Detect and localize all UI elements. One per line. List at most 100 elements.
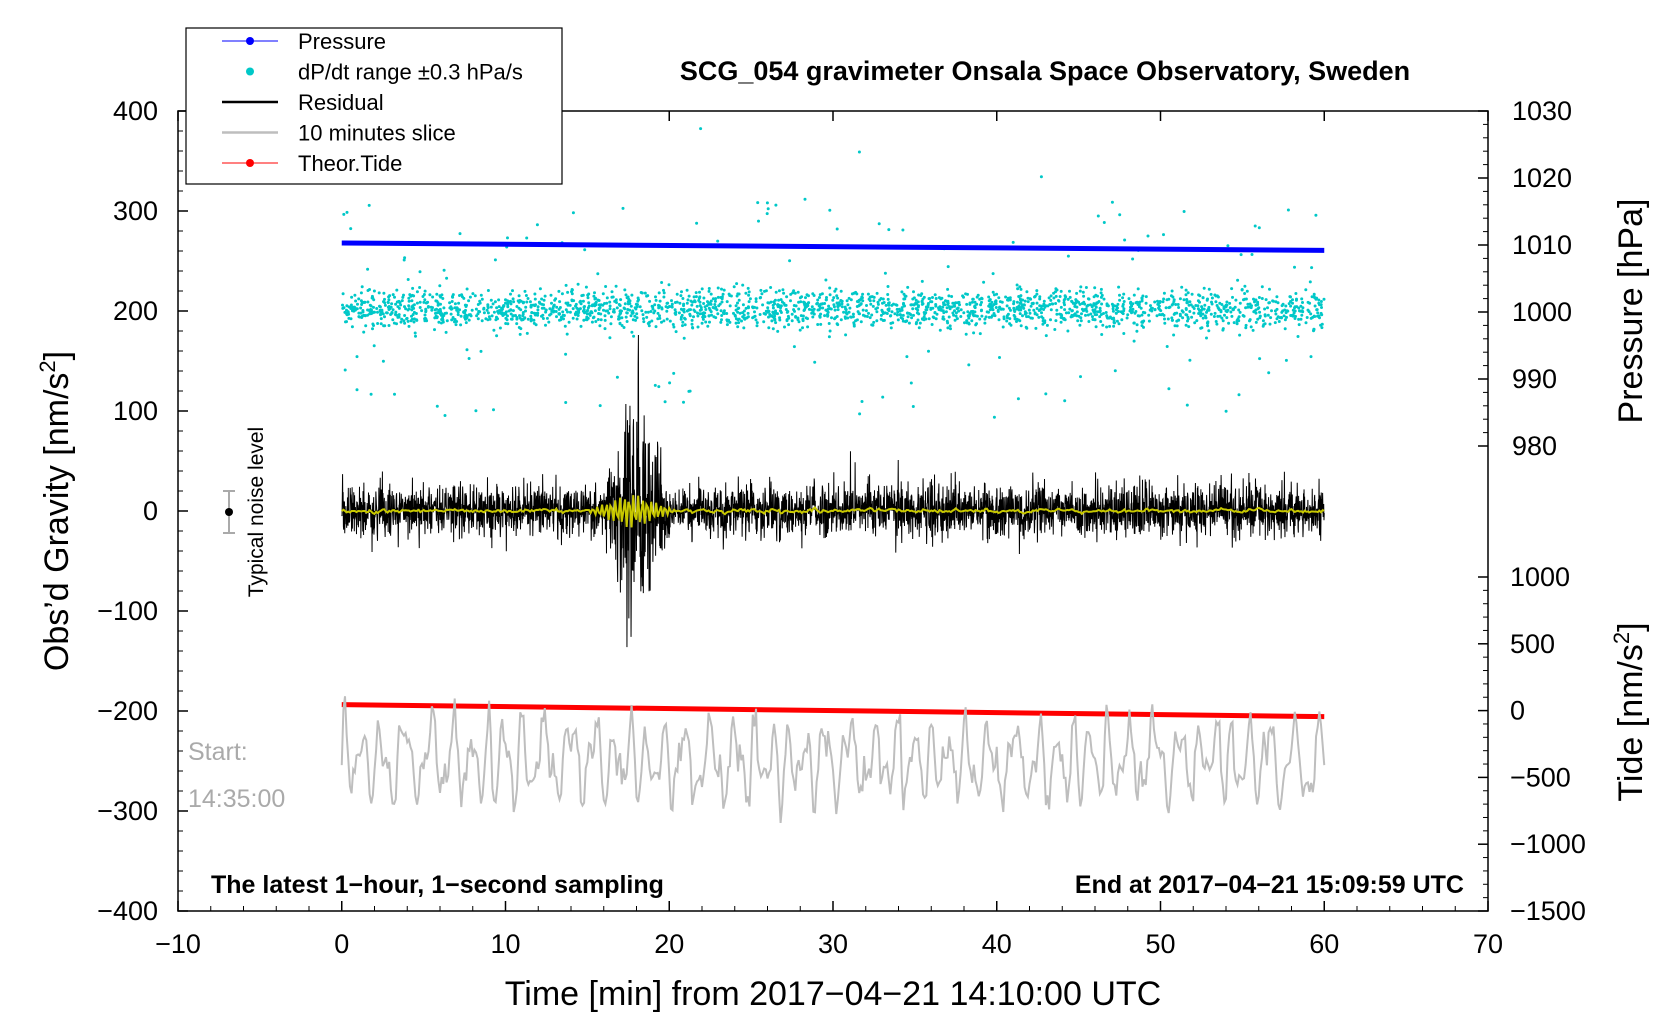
dpdt-point (886, 285, 890, 288)
dpdt-point (1044, 304, 1048, 308)
dpdt-point (1110, 200, 1114, 204)
dpdt-point (1221, 327, 1225, 331)
dpdt-point (1075, 305, 1079, 309)
dpdt-point (413, 331, 417, 335)
dpdt-point (536, 305, 540, 309)
dpdt-point (1122, 292, 1126, 296)
dpdt-point (680, 290, 683, 294)
dpdt-point (548, 313, 552, 317)
dpdt-point (418, 306, 422, 309)
dpdt-point (1299, 309, 1303, 313)
dpdt-point (755, 306, 759, 310)
dpdt-point (517, 306, 521, 310)
dpdt-point (423, 289, 427, 293)
dpdt-point (917, 312, 921, 316)
dpdt-point (1130, 311, 1133, 315)
dpdt-point (910, 316, 914, 320)
dpdt-point (1122, 300, 1126, 303)
dpdt-point (1203, 303, 1207, 307)
dpdt-point (1305, 316, 1309, 319)
dpdt-point (774, 311, 778, 315)
dpdt-point (1035, 289, 1039, 293)
dpdt-point (517, 294, 521, 298)
dpdt-point (1307, 310, 1311, 314)
dpdt-point (1063, 399, 1067, 403)
dpdt-point (779, 311, 783, 314)
dpdt-point (621, 206, 625, 210)
dpdt-point (653, 303, 657, 307)
dpdt-point (448, 306, 452, 310)
dpdt-point (631, 318, 635, 322)
dpdt-point (353, 293, 357, 297)
dpdt-point (828, 307, 832, 311)
dpdt-point (1099, 320, 1103, 323)
dpdt-point (504, 298, 507, 302)
dpdt-point (801, 326, 804, 330)
dpdt-point (370, 294, 374, 298)
dpdt-point (698, 312, 702, 316)
dpdt-point (1288, 295, 1292, 299)
dpdt-point (716, 312, 720, 316)
dpdt-point (678, 301, 682, 305)
dpdt-point (933, 293, 937, 297)
dpdt-point (558, 300, 562, 304)
dpdt-point (1068, 289, 1071, 293)
dpdt-point (1256, 302, 1260, 306)
dpdt-point (412, 320, 416, 324)
bottom-right-note: End at 2017−04−21 15:09:59 UTC (1075, 871, 1464, 899)
dpdt-point (1029, 297, 1033, 301)
dpdt-point (793, 291, 797, 295)
dpdt-point (635, 305, 639, 309)
dpdt-point (1098, 315, 1102, 319)
dpdt-point (810, 305, 814, 309)
dpdt-point (1059, 305, 1063, 309)
dpdt-point (656, 311, 660, 315)
y-axis-label: Obs’d Gravity [nm/s2] (35, 351, 76, 671)
dpdt-point (620, 324, 624, 327)
dpdt-point (1304, 321, 1308, 325)
dpdt-point (1094, 302, 1098, 306)
dpdt-point (747, 300, 751, 304)
dpdt-point (1131, 307, 1135, 311)
dpdt-point (1207, 308, 1211, 312)
dpdt-point (515, 305, 519, 308)
dpdt-point (1216, 306, 1220, 310)
dpdt-point (1222, 307, 1226, 311)
dpdt-point (1070, 299, 1074, 303)
dpdt-point (560, 292, 564, 296)
dpdt-point (1163, 321, 1167, 325)
dpdt-point (1287, 302, 1291, 306)
dpdt-point (1105, 315, 1109, 319)
dpdt-point (1023, 312, 1027, 316)
dpdt-point (972, 314, 976, 318)
dpdt-point (1173, 311, 1177, 315)
dpdt-point (1019, 294, 1023, 298)
dpdt-point (761, 303, 765, 307)
dpdt-point (501, 314, 505, 317)
dpdt-point (1015, 307, 1019, 311)
dpdt-point (1319, 300, 1323, 303)
dpdt-point (744, 291, 748, 295)
dpdt-point (711, 297, 715, 301)
dpdt-point (916, 308, 920, 312)
dpdt-point (1055, 312, 1059, 316)
dpdt-point (1174, 303, 1178, 306)
dpdt-point (934, 304, 938, 308)
dpdt-point (490, 314, 494, 318)
dpdt-point (1231, 295, 1234, 299)
dpdt-point (1022, 303, 1026, 307)
slice-line (340, 696, 1326, 823)
dpdt-point (917, 326, 921, 330)
dpdt-point (615, 301, 618, 304)
dpdt-point (450, 300, 454, 303)
dpdt-point (409, 319, 413, 323)
dpdt-point (1185, 301, 1189, 305)
dpdt-point (1250, 253, 1254, 256)
dpdt-point (993, 300, 997, 304)
dpdt-point (359, 306, 363, 310)
dpdt-point (959, 315, 963, 318)
x-tick-label: 70 (1473, 929, 1503, 959)
y-tick-label: −100 (97, 596, 158, 626)
dpdt-point (989, 305, 993, 309)
